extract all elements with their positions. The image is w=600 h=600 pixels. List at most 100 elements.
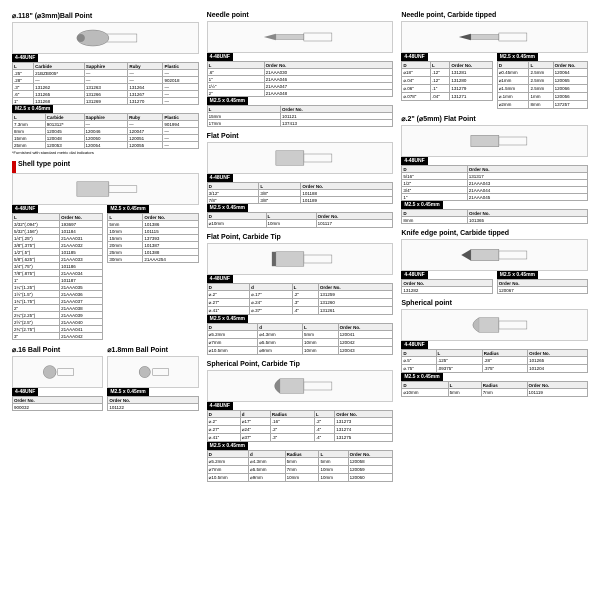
table-cell: .125" — [436, 357, 482, 365]
table-cell: 120064 — [553, 69, 587, 77]
table-cell: 10mm — [302, 347, 338, 355]
table-shell-1: LOrder No.3/32"(.094")1936975/32"(.156")… — [12, 213, 103, 340]
thread-label: 4-48UNF — [207, 275, 233, 283]
table-cell: 1½"(1.5") — [13, 291, 60, 298]
diagram-flat — [207, 142, 394, 174]
table-row: 5mm101386 — [108, 221, 198, 228]
table-header: D — [207, 451, 248, 458]
thread-label: 4-48UNF — [401, 271, 427, 279]
table-cell: 131260 — [318, 299, 392, 307]
table-cell: — — [163, 91, 198, 98]
table-row: ⌀5.2mm⌀4.3mm5mm120041 — [207, 331, 393, 339]
table-row: ⌀.078".04"131271 — [402, 93, 492, 101]
section-title: ⌀1.8mm Ball Point — [107, 346, 198, 354]
table-cell: 131274 — [335, 426, 393, 434]
section-small-ballpoints: ⌀.16 Ball Point 4-48UNF Order No.900032 … — [12, 346, 199, 411]
section-title: ⌀.118" (⌀3mm)Ball Point — [12, 12, 199, 20]
table-cell: 137257 — [553, 101, 587, 109]
table-header: L — [436, 350, 482, 357]
table-row: .28"———902018 — [13, 77, 199, 84]
table-cell: 8mm — [13, 128, 46, 135]
table-cell: 8mm — [402, 217, 468, 224]
table-cell: 10mm — [108, 228, 143, 235]
table-cell: 5/16" — [402, 173, 467, 180]
table-row: ⌀.27"⌀.24".3"131260 — [207, 299, 393, 307]
table-header: L — [13, 114, 46, 121]
table-cell: ⌀.17" — [250, 291, 293, 299]
table-18ball: Order No.101122 — [107, 396, 198, 411]
diagram-shell — [12, 173, 199, 205]
table-cell: 1/2" — [402, 180, 467, 187]
table-header: D — [207, 324, 258, 331]
table-cell: 131271 — [450, 93, 492, 101]
table-flatcarbide-2: DdLOrder No.⌀5.2mm⌀4.3mm5mm120041⌀7mm⌀5.… — [207, 323, 394, 355]
table-header: Order No. — [108, 397, 198, 404]
table-cell: 21AAA041 — [60, 326, 103, 333]
table-cell: 20mm — [108, 242, 143, 249]
column-2: Needle point 4-48UNF LOrder No..6"21AAA0… — [207, 12, 394, 482]
diagram-flatcarbide — [207, 243, 394, 275]
table-cell: 2" — [207, 90, 264, 97]
table-header: Radius — [270, 411, 314, 418]
table-header: D — [497, 62, 529, 69]
table-cell: 5mm — [285, 458, 319, 466]
table-header: Sapphire — [84, 63, 127, 70]
table-cell: 101387 — [143, 242, 198, 249]
table-cell: 7mm — [285, 466, 319, 474]
column-1: ⌀.118" (⌀3mm)Ball Point 4-48UNF LCarbide… — [12, 12, 199, 482]
table-row: 1½"21AAA047 — [207, 83, 393, 90]
diagram-18ball — [107, 356, 198, 388]
table-sphericalcarbide-1: DdRadiusLOrder No.⌀.2"⌀17".16".2"131273⌀… — [207, 410, 394, 442]
table-row: 1"21AAA046 — [207, 76, 393, 83]
section-title: Shell type point — [18, 161, 70, 168]
note: *Furnished with standard metric dial ind… — [12, 150, 199, 155]
table-row: 101122 — [108, 404, 198, 411]
table-cell: 3/8" — [259, 197, 301, 204]
table-cell: 120054 — [84, 142, 128, 149]
table-header: Carbide — [45, 114, 84, 121]
table-cell: 3/4"(.75") — [13, 263, 60, 270]
table-cell: 1" — [402, 194, 467, 201]
table-row: 1/4"(.25")21AAA031 — [13, 235, 103, 242]
table-header: Order No. — [348, 451, 393, 458]
table-cell: 120050 — [84, 135, 128, 142]
table-row: ⌀.75".09375".375"101204 — [402, 365, 588, 373]
thread-label: M2.5 x 0.45mm — [401, 201, 442, 209]
table-header: Order No. — [301, 183, 393, 190]
section-title: ⌀.2" (⌀5mm) Flat Point — [401, 115, 588, 123]
table-header: Order No. — [338, 324, 393, 331]
table-cell: 131262 — [34, 84, 85, 91]
table-cell: 120048 — [45, 135, 84, 142]
table-cell: .4" — [314, 426, 334, 434]
table-cell: ⌀.37" — [250, 307, 293, 315]
table-cell: ⌀.24" — [250, 299, 293, 307]
table-header: Order No. — [335, 411, 393, 418]
table-cell: 1" — [13, 98, 34, 105]
table-5flat-1: DOrder No.5/16"1313171/2"21AAA0433/4"21A… — [401, 165, 588, 201]
table-cell: 21AAA039 — [60, 312, 103, 319]
table-row: .3"131262131263131264— — [13, 84, 199, 91]
table-cell: ⌀1.5mm — [497, 85, 529, 93]
table-cell: 21AAA037 — [60, 298, 103, 305]
table-header: Radius — [285, 451, 319, 458]
table-cell: 101265 — [528, 357, 588, 365]
table-row: 3/4"21AAA044 — [402, 187, 588, 194]
table-cell: 131317 — [467, 173, 587, 180]
table-row: ⌀10.5mm⌀9mm10mm120043 — [207, 347, 393, 355]
table-cell: 120046 — [84, 128, 128, 135]
table-cell: 21AAA033 — [60, 256, 103, 263]
table-cell: 2.5mm — [529, 69, 553, 77]
table-cell: ⌀.06" — [402, 85, 431, 93]
thread-label: 4-48UNF — [12, 205, 38, 213]
table-needle-1: LOrder No..6"21AAA0301"21AAA0461½"21AAA0… — [207, 61, 394, 97]
table-cell: 17mm — [207, 120, 280, 127]
table-cell: 131280 — [450, 77, 492, 85]
table-cell: 10mm — [302, 339, 338, 347]
diagram-spherical — [401, 309, 588, 341]
table-header: Order No. — [316, 213, 393, 220]
table-needle-2: LOrder No.15mm10112117mm137413 — [207, 105, 394, 127]
table-row: ⌀10.5mm⌀9mm10mm10mm120060 — [207, 474, 393, 482]
table-cell: 131273 — [335, 418, 393, 426]
table-knife-2: Order No.120067 — [497, 279, 588, 294]
table-cell: .25" — [13, 70, 34, 77]
